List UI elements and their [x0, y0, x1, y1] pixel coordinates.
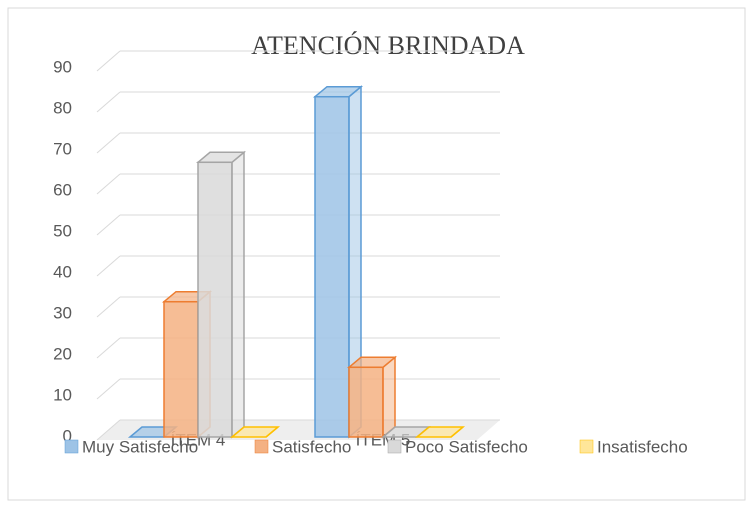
bar-top — [229, 426, 281, 438]
bar-top — [414, 426, 466, 438]
y-tick-label: 90 — [53, 57, 72, 76]
grid-line — [96, 419, 121, 441]
grid-line — [96, 91, 121, 113]
grid-line — [96, 132, 121, 154]
bar-top — [312, 85, 364, 98]
chart-title: ATENCIÓN BRINDADA — [251, 31, 525, 60]
bar — [314, 95, 350, 438]
y-tick-label: 20 — [53, 344, 72, 363]
y-tick-label: 80 — [53, 98, 72, 117]
bar-side — [382, 355, 396, 439]
y-tick-label: 30 — [53, 303, 72, 322]
bar — [197, 161, 233, 438]
bar — [348, 366, 384, 438]
grid-line — [96, 173, 121, 195]
grid-line — [96, 296, 121, 318]
legend-label: Insatisfecho — [597, 437, 688, 456]
legend-swatch — [579, 439, 594, 454]
bar-side — [231, 150, 245, 439]
bar-top — [346, 356, 398, 369]
legend-swatch — [387, 439, 402, 454]
grid-line — [96, 255, 121, 277]
legend-swatch — [254, 439, 269, 454]
grid-line — [96, 337, 121, 359]
y-tick-label: 40 — [53, 262, 72, 281]
grid-line — [96, 50, 121, 72]
legend-label: Satisfecho — [272, 437, 351, 456]
bar-top — [195, 151, 247, 164]
bar — [163, 300, 199, 438]
legend-swatch — [64, 439, 79, 454]
legend-label: Poco Satisfecho — [405, 437, 528, 456]
grid-line — [96, 378, 121, 400]
y-tick-label: 0 — [63, 426, 72, 445]
grid-line — [96, 214, 121, 236]
y-tick-label: 50 — [53, 221, 72, 240]
y-tick-label: 60 — [53, 180, 72, 199]
legend-label: Muy Satisfecho — [82, 437, 198, 456]
y-tick-label: 70 — [53, 139, 72, 158]
y-tick-label: 10 — [53, 385, 72, 404]
